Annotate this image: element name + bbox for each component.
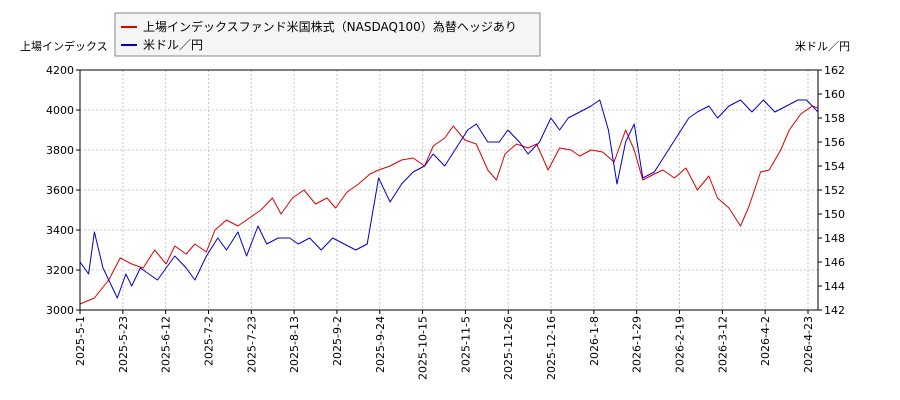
right-axis: 142 144 146 148 150 152 154 156 158 160 162 xyxy=(818,64,845,317)
legend-label-usdjpy: 米ドル／円 xyxy=(143,38,203,52)
x-tick-label: 2025-11-5 xyxy=(459,316,472,373)
left-tick-label: 3800 xyxy=(46,144,74,157)
x-tick-label: 2025-5-1 xyxy=(74,316,87,366)
right-tick-label: 154 xyxy=(824,160,845,173)
x-tick-label: 2025-11-26 xyxy=(502,316,515,380)
left-tick-label: 4000 xyxy=(46,104,74,117)
x-tick-label: 2025-9-2 xyxy=(331,316,344,366)
x-tick-label: 2025-5-23 xyxy=(117,316,130,373)
right-tick-label: 152 xyxy=(824,184,845,197)
right-tick-label: 162 xyxy=(824,64,845,77)
x-tick-label: 2025-8-13 xyxy=(288,316,301,373)
x-tick-label: 2026-1-29 xyxy=(631,316,644,373)
x-tick-label: 2025-10-15 xyxy=(417,316,430,380)
legend-label-index: 上場インデックスファンド米国株式（NASDAQ100）為替ヘッジあり xyxy=(143,19,517,34)
x-tick-label: 2026-4-23 xyxy=(802,316,815,373)
x-tick-label: 2025-12-16 xyxy=(545,316,558,380)
x-tick-label: 2026-3-12 xyxy=(716,316,729,373)
right-axis-label: 米ドル／円 xyxy=(795,40,850,53)
x-tick-label: 2025-6-12 xyxy=(160,316,173,373)
series-line-1 xyxy=(79,99,819,299)
left-tick-label: 3000 xyxy=(46,304,74,317)
series-layer xyxy=(79,99,819,305)
right-tick-label: 156 xyxy=(824,136,845,149)
legend: 上場インデックスファンド米国株式（NASDAQ100）為替ヘッジあり 米ドル／円 xyxy=(114,12,541,57)
x-axis: 2025-5-1 2025-5-23 2025-6-12 2025-7-2 2025-7… xyxy=(74,310,815,380)
x-tick-label: 2025-7-2 xyxy=(202,316,215,366)
right-tick-label: 144 xyxy=(824,280,845,293)
left-tick-label: 3400 xyxy=(46,224,74,237)
left-axis-label: 上場インデックス xyxy=(20,39,108,53)
right-tick-label: 158 xyxy=(824,112,845,125)
x-tick-label: 2026-4-2 xyxy=(759,316,772,366)
left-tick-label: 3600 xyxy=(46,184,74,197)
series-line-0 xyxy=(79,105,819,305)
right-tick-label: 150 xyxy=(824,208,845,221)
left-tick-label: 4200 xyxy=(46,64,74,77)
right-tick-label: 142 xyxy=(824,304,845,317)
x-tick-label: 2025-9-24 xyxy=(374,316,387,373)
x-tick-label: 2026-1-8 xyxy=(588,316,601,366)
right-tick-label: 160 xyxy=(824,88,845,101)
x-tick-label: 2026-2-19 xyxy=(674,316,687,373)
left-axis: 3000 3200 3400 3600 3800 4000 4200 xyxy=(46,64,80,317)
x-tick-label: 2025-7-23 xyxy=(245,316,258,373)
legend-box xyxy=(114,12,541,57)
right-tick-label: 146 xyxy=(824,256,845,269)
right-tick-label: 148 xyxy=(824,232,845,245)
left-tick-label: 3200 xyxy=(46,264,74,277)
